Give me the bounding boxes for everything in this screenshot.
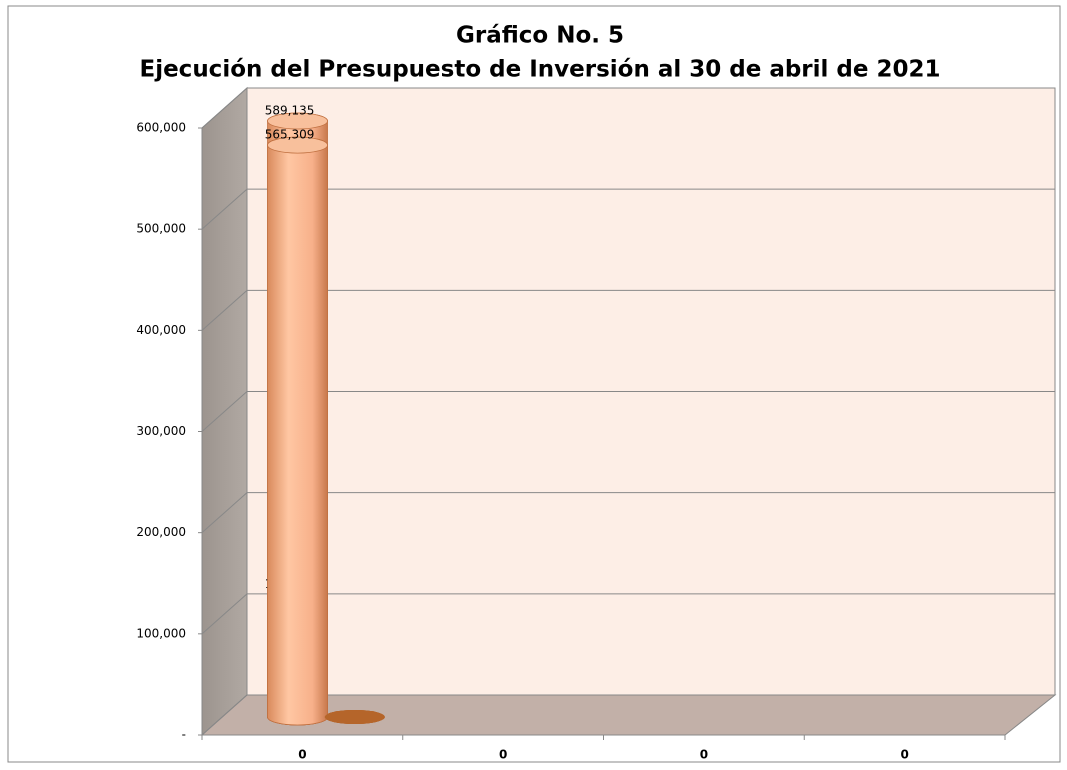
grid-line <box>201 188 248 230</box>
y-tick-label: 500,000 <box>136 222 186 236</box>
y-tick-label: - <box>182 728 186 742</box>
grid-line <box>201 694 248 736</box>
y-tick-label: 100,000 <box>136 626 186 640</box>
y-tick-label: 600,000 <box>136 121 186 135</box>
grid-line <box>201 87 248 129</box>
grid-line <box>201 593 248 635</box>
grid-line <box>201 492 248 534</box>
bar-top <box>267 136 328 154</box>
chart-title: Gráfico No. 5 <box>456 23 624 49</box>
x-tick-label: 0 <box>499 748 507 762</box>
x-tick-label: 0 <box>700 748 708 762</box>
data-label: 589,135 <box>265 103 315 117</box>
bar-top <box>267 112 328 130</box>
y-tick-label: 400,000 <box>136 323 186 337</box>
x-tick-label: 0 <box>900 748 908 762</box>
y-tick-label: 200,000 <box>136 525 186 539</box>
bar <box>267 136 328 726</box>
bar <box>324 710 385 724</box>
y-tick-label: 300,000 <box>136 424 186 438</box>
grid-line <box>201 289 248 331</box>
data-label: 565,309 <box>265 128 315 142</box>
chart-subtitle: Ejecución del Presupuesto de Inversión a… <box>139 57 940 83</box>
grid-line <box>201 391 248 432</box>
x-tick-label: 0 <box>298 748 306 762</box>
